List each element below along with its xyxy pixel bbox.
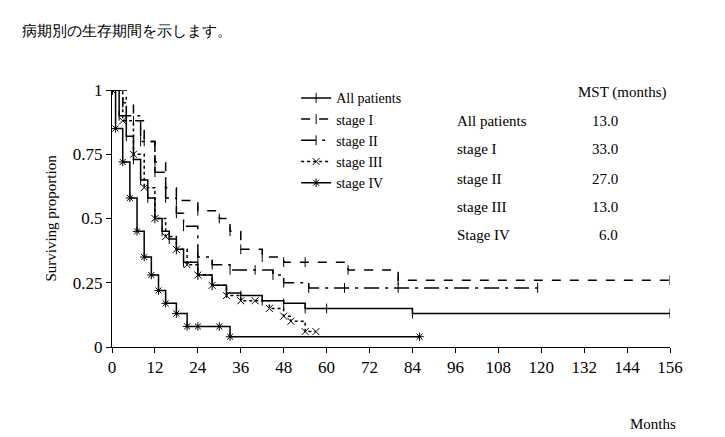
svg-text:132: 132: [571, 358, 597, 377]
svg-text:0.75: 0.75: [73, 145, 103, 164]
svg-text:0: 0: [108, 358, 117, 377]
svg-text:stage II: stage II: [336, 134, 378, 149]
svg-text:0.25: 0.25: [73, 274, 103, 293]
svg-text:13.0: 13.0: [592, 113, 618, 129]
svg-text:All patients: All patients: [457, 113, 527, 129]
svg-text:病期別の生存期間を示します。: 病期別の生存期間を示します。: [22, 22, 232, 40]
svg-text:stage IV: stage IV: [336, 176, 383, 191]
svg-text:13.0: 13.0: [592, 199, 618, 215]
svg-text:33.0: 33.0: [592, 141, 618, 157]
svg-text:36: 36: [232, 358, 249, 377]
svg-text:144: 144: [614, 358, 640, 377]
svg-text:48: 48: [275, 358, 292, 377]
svg-text:Stage IV: Stage IV: [457, 227, 510, 243]
svg-text:156: 156: [657, 358, 683, 377]
svg-text:stage II: stage II: [457, 171, 502, 187]
svg-text:72: 72: [361, 358, 378, 377]
svg-text:Surviving proportion: Surviving proportion: [43, 155, 59, 282]
svg-text:1: 1: [94, 81, 103, 100]
svg-text:MST (months): MST (months): [578, 84, 666, 101]
svg-text:120: 120: [528, 358, 554, 377]
svg-text:stage I: stage I: [336, 113, 373, 128]
svg-text:stage III: stage III: [336, 155, 383, 170]
svg-text:24: 24: [189, 358, 207, 377]
svg-text:60: 60: [318, 358, 335, 377]
svg-text:96: 96: [447, 358, 464, 377]
svg-text:All patients: All patients: [336, 91, 401, 106]
svg-text:108: 108: [486, 358, 512, 377]
svg-text:stage III: stage III: [457, 199, 507, 215]
svg-text:6.0: 6.0: [599, 227, 618, 243]
svg-text:27.0: 27.0: [592, 171, 618, 187]
svg-text:0: 0: [94, 338, 103, 357]
svg-text:0.5: 0.5: [81, 209, 102, 228]
svg-text:84: 84: [404, 358, 422, 377]
svg-text:12: 12: [146, 358, 163, 377]
svg-text:stage I: stage I: [457, 141, 497, 157]
svg-text:Months: Months: [630, 416, 676, 432]
